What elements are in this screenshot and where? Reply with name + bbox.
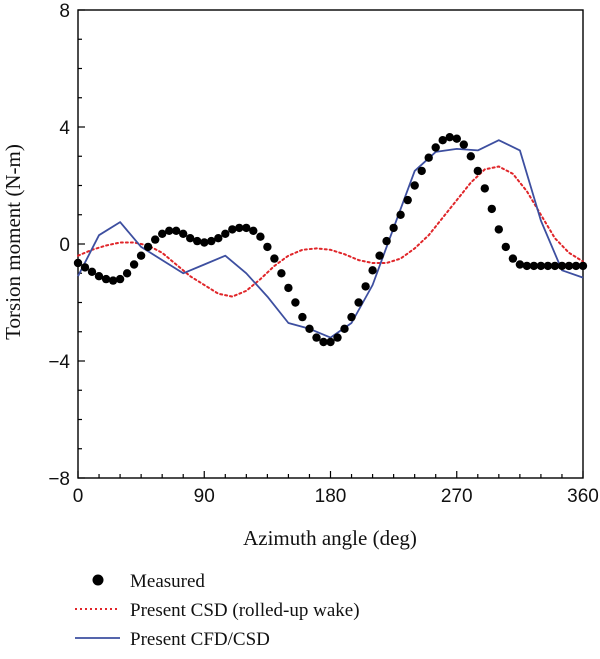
legend-marker-measured (92, 574, 104, 586)
y-tick-label: 4 (59, 118, 70, 139)
axis-tick-labels: 0 90 180 270 360 −8 −4 0 4 8 (48, 1, 599, 507)
measured-point (347, 312, 356, 322)
measured-point (151, 235, 160, 244)
measured-point (263, 242, 272, 252)
measured-point (228, 225, 237, 234)
measured-point (557, 261, 567, 271)
measured-point (403, 195, 412, 205)
measured-point (396, 210, 405, 219)
measured-point (354, 298, 363, 307)
series-line-cfd-csd (77, 139, 584, 339)
measured-point (473, 166, 482, 176)
y-axis-label: Torsion moment (N-m) (1, 144, 25, 340)
y-tick-label: −8 (48, 469, 70, 490)
legend-label-measured: Measured (130, 571, 205, 592)
legend-label-csd: Present CSD (rolled-up wake) (130, 600, 360, 621)
series-line-csd (77, 165, 584, 298)
legend-item-csd: Present CSD (rolled-up wake) (75, 600, 360, 621)
measured-point (522, 261, 532, 271)
measured-point (438, 136, 447, 145)
measured-point (221, 229, 230, 238)
measured-point (101, 274, 111, 284)
measured-point (326, 337, 335, 347)
measured-point (424, 153, 433, 162)
measured-point (361, 282, 370, 291)
x-tick-label: 270 (441, 486, 473, 507)
measured-point (410, 181, 419, 190)
measured-point (445, 133, 454, 142)
measured-point (94, 272, 104, 281)
measured-point (73, 258, 83, 268)
x-tick-label: 90 (194, 486, 215, 507)
measured-point (571, 261, 581, 271)
measured-point (270, 254, 279, 263)
measured-point (298, 312, 307, 322)
x-tick-label: 0 (73, 486, 84, 507)
legend-item-measured: Measured (92, 571, 205, 592)
measured-point (87, 267, 97, 276)
measured-point (494, 225, 503, 234)
x-tick-label: 180 (315, 486, 347, 507)
measured-point (578, 261, 588, 271)
measured-point (536, 261, 546, 271)
measured-point (382, 236, 391, 246)
measured-point (235, 223, 244, 233)
axis-ticks (77, 9, 584, 479)
measured-point (143, 242, 153, 252)
measured-point (291, 298, 300, 307)
measured-point (207, 236, 216, 246)
measured-point (284, 283, 293, 293)
measured-point (122, 269, 132, 278)
y-tick-label: 8 (59, 1, 70, 22)
series-layer (73, 133, 588, 347)
measured-point (277, 269, 286, 278)
measured-point (340, 324, 349, 333)
y-tick-label: 0 (59, 235, 70, 256)
measured-point (186, 234, 195, 243)
measured-point (305, 324, 314, 333)
measured-point (459, 140, 468, 149)
measured-point (368, 266, 377, 275)
legend-item-cfd-csd: Present CFD/CSD (75, 629, 270, 650)
measured-point (129, 260, 139, 269)
measured-point (389, 223, 398, 233)
measured-point (529, 261, 539, 271)
measured-point (242, 223, 251, 233)
x-tick-label: 360 (567, 486, 599, 507)
measured-point (136, 251, 146, 260)
measured-point (515, 260, 525, 269)
measured-point (249, 226, 258, 235)
measured-point (158, 229, 167, 238)
measured-point (312, 333, 321, 342)
measured-point (487, 204, 496, 214)
legend-label-cfd-csd: Present CFD/CSD (130, 629, 270, 650)
measured-point (501, 242, 510, 252)
measured-point (108, 276, 118, 285)
measured-point (480, 184, 489, 193)
measured-point (431, 143, 440, 152)
x-axis-label: Azimuth angle (deg) (243, 526, 417, 550)
legend: Measured Present CSD (rolled-up wake) Pr… (75, 571, 360, 650)
measured-point (172, 226, 181, 235)
measured-point (319, 337, 328, 347)
measured-point (550, 261, 560, 271)
measured-point (564, 261, 574, 271)
measured-point (452, 134, 461, 143)
measured-point (508, 254, 518, 263)
measured-point (466, 152, 475, 161)
measured-point (115, 274, 125, 284)
measured-point (179, 229, 188, 238)
measured-point (333, 333, 342, 342)
measured-point (256, 232, 265, 241)
measured-point (214, 234, 223, 243)
measured-point (165, 226, 174, 235)
measured-point (200, 238, 209, 247)
measured-point (80, 263, 90, 272)
measured-point (417, 166, 426, 176)
measured-point (375, 251, 384, 260)
measured-point (193, 236, 202, 246)
y-tick-label: −4 (48, 352, 70, 373)
measured-point (543, 261, 553, 271)
